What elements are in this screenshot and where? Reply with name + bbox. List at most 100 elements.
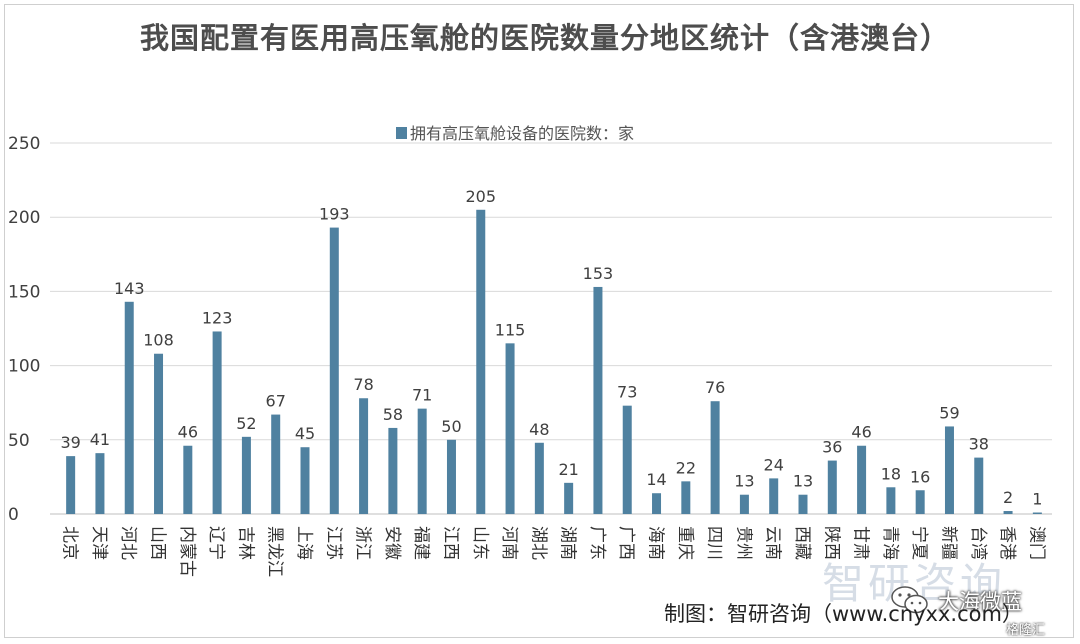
x-tick-label: 新疆 bbox=[938, 526, 958, 560]
data-label: 41 bbox=[90, 430, 110, 449]
source-credit: 制图：智研咨询（www.cnyxx.com） bbox=[664, 602, 1023, 626]
data-label: 18 bbox=[881, 464, 901, 483]
x-tick-label: 浙江 bbox=[353, 526, 373, 560]
bar bbox=[1003, 511, 1013, 514]
bar bbox=[359, 398, 369, 514]
bar bbox=[183, 445, 193, 514]
x-tick-label: 重庆 bbox=[675, 526, 695, 560]
data-label: 78 bbox=[353, 375, 373, 394]
data-label: 21 bbox=[558, 460, 578, 479]
bar bbox=[857, 445, 867, 514]
y-tick-label: 50 bbox=[8, 431, 30, 451]
x-tick-label: 上海 bbox=[294, 526, 314, 560]
x-tick-label: 天津 bbox=[89, 526, 109, 560]
bar bbox=[622, 405, 632, 514]
x-tick-label: 海南 bbox=[646, 526, 666, 560]
y-tick-label: 200 bbox=[8, 208, 40, 228]
x-tick-label: 黑龙江 bbox=[265, 526, 285, 577]
data-label: 67 bbox=[266, 392, 286, 411]
x-tick-label: 安徽 bbox=[382, 526, 402, 560]
data-label: 36 bbox=[822, 438, 842, 457]
bar bbox=[95, 453, 105, 514]
bar bbox=[124, 301, 134, 514]
bar bbox=[593, 286, 603, 514]
x-tick-label: 陕西 bbox=[821, 526, 841, 560]
x-tick-label: 宁夏 bbox=[909, 526, 929, 560]
wechat-icon bbox=[891, 586, 928, 614]
bar bbox=[154, 353, 164, 514]
bar bbox=[66, 456, 76, 514]
x-tick-label: 广东 bbox=[587, 526, 607, 560]
x-tick-label: 湖北 bbox=[528, 526, 548, 560]
bar bbox=[827, 460, 837, 514]
bar bbox=[974, 457, 984, 514]
bar bbox=[739, 494, 749, 514]
bar bbox=[915, 490, 925, 514]
x-tick-label: 澳门 bbox=[1026, 526, 1046, 560]
x-tick-label: 湖南 bbox=[558, 526, 578, 560]
y-tick-label: 250 bbox=[8, 134, 40, 154]
bar bbox=[476, 209, 486, 514]
data-label: 193 bbox=[319, 205, 350, 224]
gelonghui-logo: 格隆汇 bbox=[1006, 623, 1046, 638]
data-label: 50 bbox=[441, 417, 461, 436]
y-tick-label: 0 bbox=[8, 505, 19, 525]
data-label: 71 bbox=[412, 386, 432, 405]
data-label: 48 bbox=[529, 420, 549, 439]
x-tick-label: 贵州 bbox=[733, 526, 753, 560]
x-tick-label: 山西 bbox=[148, 526, 168, 560]
bar bbox=[944, 426, 954, 514]
bar bbox=[300, 447, 310, 514]
data-label: 205 bbox=[465, 187, 496, 206]
bar bbox=[329, 227, 339, 514]
data-label: 38 bbox=[969, 435, 989, 454]
data-label: 14 bbox=[646, 470, 666, 489]
legend-swatch bbox=[396, 127, 407, 139]
x-tick-label: 江苏 bbox=[323, 526, 343, 560]
data-label: 143 bbox=[114, 279, 145, 298]
x-tick-label: 河北 bbox=[118, 526, 138, 560]
x-tick-label: 吉林 bbox=[235, 526, 255, 560]
x-tick-label: 河南 bbox=[499, 526, 519, 560]
bar bbox=[534, 442, 544, 514]
data-label: 16 bbox=[910, 467, 930, 486]
data-label: 1 bbox=[1032, 490, 1042, 509]
bar bbox=[652, 493, 662, 514]
x-tick-label: 辽宁 bbox=[206, 526, 226, 560]
bar bbox=[417, 408, 427, 514]
data-label: 59 bbox=[939, 403, 959, 422]
x-tick-label: 福建 bbox=[411, 526, 431, 560]
y-tick-label: 100 bbox=[8, 357, 40, 377]
bar bbox=[388, 427, 398, 514]
data-label: 2 bbox=[1003, 488, 1013, 507]
x-tick-label: 云南 bbox=[763, 526, 783, 560]
y-tick-label: 150 bbox=[8, 282, 40, 302]
legend-label: 拥有高压氧舱设备的医院数：家 bbox=[410, 124, 634, 143]
data-label: 24 bbox=[764, 455, 784, 474]
x-tick-label: 北京 bbox=[60, 526, 80, 560]
data-label: 46 bbox=[178, 423, 198, 442]
bar bbox=[446, 439, 456, 514]
data-label: 46 bbox=[851, 423, 871, 442]
x-tick-label: 香港 bbox=[997, 526, 1017, 560]
x-tick-label: 青海 bbox=[880, 526, 900, 560]
x-tick-label: 山东 bbox=[470, 526, 490, 560]
x-tick-label: 甘肃 bbox=[851, 526, 871, 560]
data-label: 108 bbox=[143, 331, 174, 350]
chart-frame bbox=[4, 4, 1074, 638]
x-tick-label: 台湾 bbox=[968, 526, 988, 560]
bar bbox=[1032, 512, 1042, 514]
bar bbox=[769, 478, 779, 514]
bar bbox=[710, 401, 720, 514]
bar bbox=[241, 436, 251, 514]
bar bbox=[886, 487, 896, 514]
data-label: 123 bbox=[202, 308, 233, 327]
x-tick-label: 四川 bbox=[704, 526, 724, 560]
data-label: 39 bbox=[60, 433, 80, 452]
data-label: 45 bbox=[295, 424, 315, 443]
bar bbox=[564, 482, 574, 514]
chart-title: 我国配置有医用高压氧舱的医院数量分地区统计（含港澳台） bbox=[140, 21, 951, 55]
data-label: 22 bbox=[676, 458, 696, 477]
data-label: 13 bbox=[793, 472, 813, 491]
